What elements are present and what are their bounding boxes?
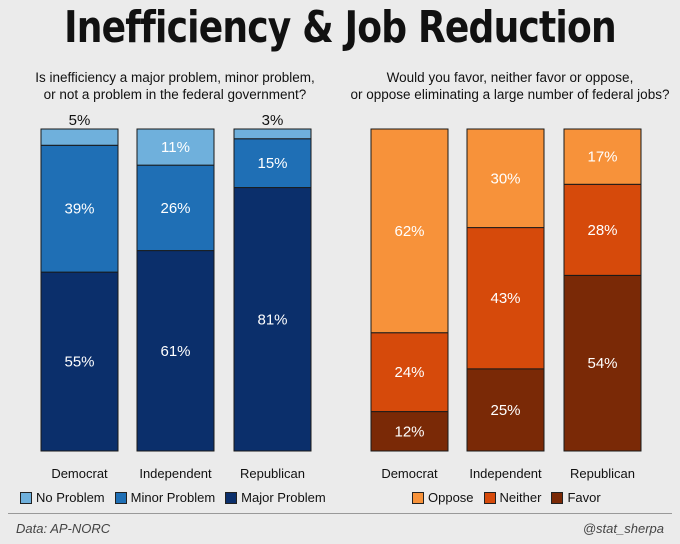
- left-legend-label: No Problem: [36, 490, 105, 505]
- right-legend-favor: Favor: [551, 490, 601, 505]
- left-bar-independent-minor-problem: [136, 164, 215, 252]
- left-label-democrat-minor-problem: 39%: [64, 201, 94, 218]
- left-label-democrat-major-problem: 55%: [64, 354, 94, 371]
- left-label-democrat-no-problem: 5%: [69, 112, 91, 129]
- right-legend-swatch: [551, 491, 564, 504]
- left-legend-swatch: [20, 491, 32, 504]
- left-bar-republican-major-problem: [233, 187, 312, 452]
- right-label-independent-oppose: 30%: [490, 170, 520, 187]
- right-bar-republican-neither: [563, 183, 642, 276]
- left-bar-republican-minor-problem: [233, 138, 312, 189]
- left-category-republican: Republican: [240, 466, 305, 481]
- right-label-democrat-oppose: 62%: [394, 223, 424, 240]
- left-label-independent-no-problem: 11%: [161, 139, 190, 156]
- left-question-line-1: Is inefficiency a major problem, minor p…: [35, 70, 315, 85]
- left-label-independent-major-problem: 61%: [160, 343, 190, 360]
- right-legend-oppose: Oppose: [412, 490, 474, 505]
- right-legend-label: Favor: [567, 490, 601, 505]
- left-bar-independent-no-problem: [136, 128, 215, 166]
- right-legend-label: Oppose: [428, 490, 474, 505]
- data-source: Data: AP-NORC: [16, 521, 111, 536]
- author-handle: @stat_sherpa: [582, 521, 664, 536]
- left-bar-democrat-no-problem: [40, 128, 119, 146]
- right-bar-independent-oppose: [466, 128, 545, 229]
- footer-divider: [8, 513, 672, 514]
- left-label-republican-no-problem: 3%: [262, 112, 284, 129]
- left-chart-question: Is inefficiency a major problem, minor p…: [10, 69, 340, 103]
- right-bar-democrat-favor: [370, 411, 449, 452]
- left-bar-independent-major-problem: [136, 250, 215, 452]
- left-legend-swatch: [114, 491, 127, 504]
- left-label-republican-minor-problem: 15%: [257, 155, 287, 172]
- right-category-independent: Independent: [469, 466, 542, 481]
- left-legend-label: Major Problem: [241, 490, 326, 505]
- left-legend-minor-problem: Minor Problem: [114, 490, 216, 505]
- left-legend-swatch: [225, 491, 238, 504]
- right-label-democrat-neither: 24%: [394, 364, 424, 381]
- right-legend-label: Neither: [499, 490, 542, 505]
- right-category-republican: Republican: [570, 466, 635, 481]
- right-legend-neither: Neither: [483, 490, 542, 505]
- left-label-republican-major-problem: 81%: [257, 311, 287, 328]
- left-bar-republican-no-problem: [233, 128, 312, 140]
- left-question-line-2: or not a problem in the federal governme…: [43, 87, 307, 102]
- left-legend: No Problem Minor Problem Major Problem: [20, 490, 336, 505]
- right-bar-democrat-oppose: [370, 128, 449, 334]
- left-legend-major-problem: Major Problem: [225, 490, 326, 505]
- left-bar-democrat-minor-problem: [40, 144, 119, 273]
- right-label-republican-oppose: 17%: [587, 149, 617, 166]
- right-chart-question: Would you favor, neither favor or oppose…: [345, 69, 675, 103]
- right-label-republican-neither: 28%: [587, 222, 617, 239]
- right-label-democrat-favor: 12%: [394, 423, 424, 440]
- left-category-democrat: Democrat: [51, 466, 108, 481]
- left-legend-label: Minor Problem: [130, 490, 216, 505]
- right-bar-republican-oppose: [563, 128, 642, 185]
- right-label-republican-favor: 54%: [587, 355, 617, 372]
- left-category-independent: Independent: [139, 466, 212, 481]
- right-bar-independent-neither: [466, 227, 545, 370]
- right-legend: Oppose Neither Favor: [412, 490, 611, 505]
- right-bar-democrat-neither: [370, 332, 449, 413]
- right-legend-swatch: [483, 491, 496, 504]
- right-label-independent-neither: 43%: [490, 290, 520, 307]
- left-label-independent-minor-problem: 26%: [160, 200, 190, 217]
- right-question-line-1: Would you favor, neither favor or oppose…: [386, 70, 634, 85]
- right-legend-swatch: [412, 491, 424, 504]
- right-label-independent-favor: 25%: [490, 402, 520, 419]
- right-bar-republican-favor: [563, 274, 642, 452]
- right-bar-independent-favor: [466, 368, 545, 452]
- left-legend-no-problem: No Problem: [20, 490, 105, 505]
- chart-title: Inefficiency & Job Reduction: [64, 2, 616, 53]
- right-question-line-2: or oppose eliminating a large number of …: [350, 87, 670, 102]
- right-category-democrat: Democrat: [381, 466, 438, 481]
